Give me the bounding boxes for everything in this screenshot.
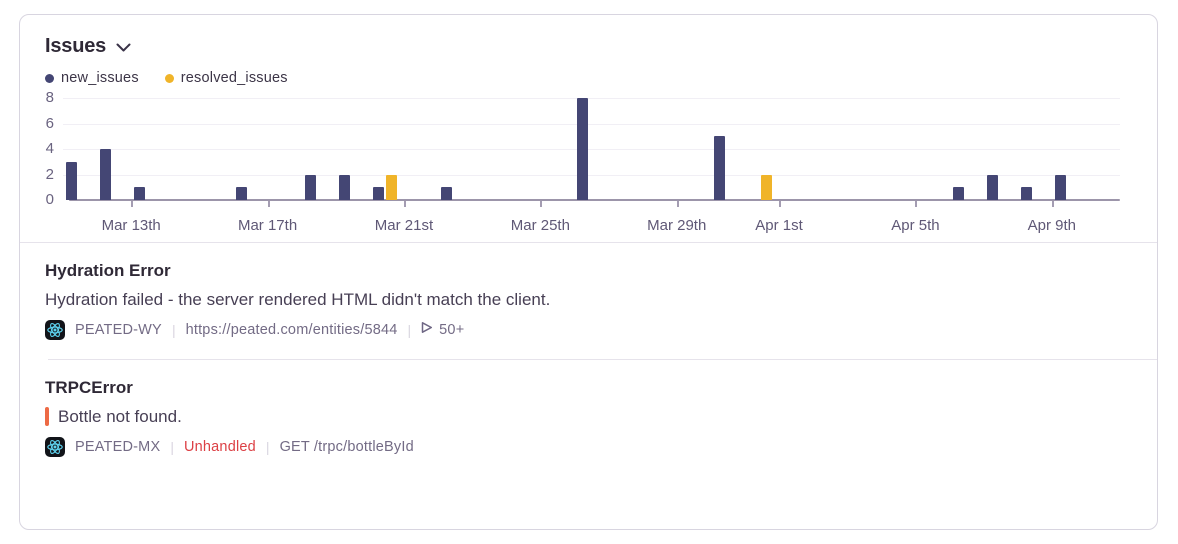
gridline-y-6	[63, 123, 1120, 125]
react-icon	[45, 437, 65, 457]
issue-short-id: PEATED-WY	[75, 322, 162, 338]
issue-message: Hydration failed - the server rendered H…	[45, 290, 551, 309]
x-tick-Apr 5th	[915, 201, 918, 207]
new-issues-dot-icon	[45, 73, 54, 83]
section-divider	[20, 242, 1157, 243]
bar-new_issues-Apr-8	[1020, 187, 1032, 200]
meta-separator: |	[407, 322, 412, 338]
issue-row-hydration-error[interactable]: Hydration Error Hydration failed - the s…	[20, 243, 1157, 359]
x-tick-Mar 17th	[267, 201, 270, 207]
gridline-y-8	[63, 98, 1120, 99]
x-tick-Apr 9th	[1051, 201, 1054, 207]
issue-short-id: PEATED-MX	[75, 439, 161, 455]
bar-resolved_issues-Mar-20	[385, 174, 397, 200]
bar-new_issues-Mar-26	[577, 98, 589, 200]
x-axis-label: Mar 25th	[510, 217, 570, 234]
bar-new_issues-Mar-12	[100, 149, 112, 200]
x-axis-label: Mar 29th	[647, 217, 707, 234]
x-tick-Mar 21st	[403, 201, 406, 207]
legend-label: resolved_issues	[180, 70, 288, 86]
play-icon	[421, 321, 433, 339]
widget-header: Issues new_issues resolved_issues	[20, 15, 1157, 86]
quote-bar-icon	[45, 407, 49, 426]
x-tick-Mar 25th	[540, 201, 543, 207]
bar-new_issues-Mar-20	[372, 187, 384, 200]
issues-dropdown[interactable]: Issues	[45, 35, 1133, 58]
react-icon	[45, 320, 65, 340]
issue-meta-row: PEATED-WY | https://peated.com/entities/…	[45, 320, 1133, 340]
bar-new_issues-Mar-19	[338, 174, 350, 200]
legend-item-new-issues[interactable]: new_issues	[45, 70, 139, 86]
issue-message: Bottle not found.	[45, 405, 1133, 428]
meta-separator: |	[265, 439, 270, 455]
chevron-down-icon	[116, 39, 131, 57]
bar-new_issues-Mar-30	[713, 136, 725, 200]
bar-new_issues-Mar-16	[236, 187, 248, 200]
x-tick-Mar 29th	[676, 201, 679, 207]
issue-transaction: GET /trpc/bottleById	[279, 439, 414, 455]
issue-divider	[48, 359, 1157, 360]
y-axis-label-8: 8	[45, 89, 54, 106]
bar-new_issues-Mar-22	[441, 187, 453, 200]
issue-title-link[interactable]: TRPCError	[45, 378, 133, 397]
x-axis-label: Apr 1st	[755, 217, 803, 234]
x-tick-Apr 1st	[779, 201, 782, 207]
meta-separator: |	[170, 439, 174, 455]
unhandled-badge: Unhandled	[183, 439, 256, 455]
bar-new_issues-Apr-9	[1054, 174, 1066, 200]
y-axis-label-4: 4	[45, 140, 54, 157]
x-axis-label: Mar 21st	[374, 217, 434, 234]
y-axis-label-6: 6	[45, 114, 54, 132]
meta-separator: |	[171, 322, 176, 338]
x-axis-line	[69, 199, 1120, 201]
gridline-y-2	[63, 174, 1120, 176]
y-axis-label-2: 2	[45, 165, 54, 183]
issue-row-trpc-error[interactable]: TRPCError Bottle not found. PEATED-MX |	[20, 360, 1157, 476]
bar-new_issues-Mar-11	[66, 161, 77, 200]
issue-url: https://peated.com/entities/5844	[185, 322, 398, 338]
bar-new_issues-Apr-6	[952, 187, 964, 200]
chart-legend: new_issues resolved_issues	[45, 70, 1133, 86]
x-tick-Mar 13th	[131, 201, 134, 207]
gridline-y-4	[63, 149, 1120, 150]
issue-meta-row: PEATED-MX | Unhandled | GET /trpc/bottle…	[45, 437, 1133, 457]
legend-item-resolved-issues[interactable]: resolved_issues	[164, 70, 288, 86]
y-axis-label-0: 0	[45, 191, 54, 208]
x-axis-label: Mar 13th	[101, 217, 161, 234]
bar-new_issues-Apr-7	[986, 174, 998, 200]
bar-new_issues-Mar-18	[304, 174, 316, 200]
x-axis-label: Mar 17th	[237, 217, 298, 234]
x-axis-label: Apr 9th	[1027, 217, 1076, 234]
resolved-issues-dot-icon	[164, 73, 174, 83]
issues-widget-card: Issues new_issues resolved_issues 0 2 4 6 8 M…	[19, 14, 1158, 530]
x-axis-label: Apr 5th	[891, 217, 940, 234]
issue-title-link[interactable]: Hydration Error	[45, 261, 171, 280]
legend-label: new_issues	[61, 70, 139, 86]
replay-count-group: 50+	[421, 321, 464, 339]
bar-new_issues-Mar-13	[134, 187, 146, 200]
replay-count: 50+	[439, 322, 465, 338]
bar-resolved_issues-Mar-31	[760, 174, 772, 200]
issues-bar-chart: 0 2 4 6 8 Mar 13th Mar 17th Mar 21st Mar 25th Mar…	[20, 89, 1157, 242]
page-title: Issues	[45, 35, 107, 57]
